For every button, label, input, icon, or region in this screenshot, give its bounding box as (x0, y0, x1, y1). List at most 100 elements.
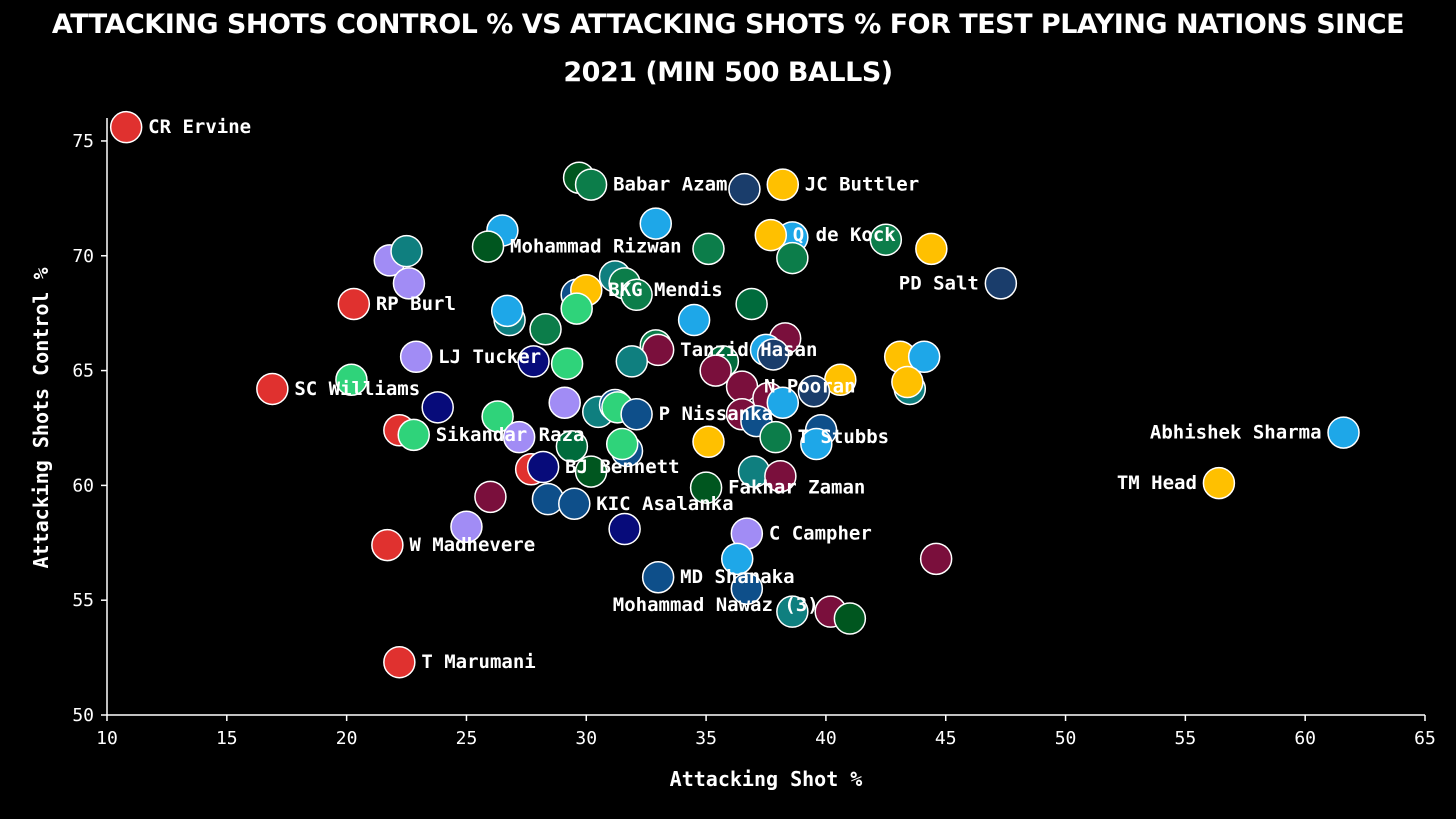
data-point (677, 303, 711, 337)
data-point (919, 542, 953, 576)
point-label: Fakhar Zaman (728, 477, 865, 499)
data-point (608, 512, 641, 546)
point-label: Mohammad Nawaz (3) (613, 594, 819, 616)
data-point (692, 425, 725, 459)
data-point (490, 294, 524, 328)
data-point (735, 287, 768, 321)
data-point (869, 223, 903, 256)
point-label: KIC Asalanka (596, 493, 733, 515)
x-tick-label: 65 (1414, 728, 1436, 749)
x-tick-label: 50 (1055, 728, 1077, 749)
data-point (558, 487, 591, 521)
data-point (620, 397, 653, 431)
point-label: Abhishek Sharma (1150, 422, 1322, 444)
data-point (502, 420, 536, 454)
data-point (517, 345, 550, 378)
point-label: TM Head (1117, 472, 1197, 494)
point-label: CR Ervine (148, 116, 251, 138)
data-point (526, 450, 560, 484)
data-point (692, 232, 725, 266)
data-points (109, 110, 1360, 679)
chart-title-line1: ATTACKING SHOTS CONTROL % VS ATTACKING S… (52, 9, 1404, 40)
data-point (548, 386, 581, 419)
data-point (421, 391, 454, 424)
x-axis-title: Attacking Shot % (670, 767, 863, 791)
point-label: BKG Mendis (608, 279, 722, 301)
data-point (555, 430, 589, 463)
data-point (915, 232, 948, 266)
data-point (335, 363, 368, 397)
point-label: LJ Tucker (438, 346, 541, 368)
y-tick-label: 70 (72, 246, 94, 267)
data-point (337, 287, 371, 321)
point-label: BJ Bennett (565, 456, 679, 478)
data-point (800, 427, 833, 461)
point-label: W Madhevere (409, 534, 535, 556)
y-tick-label: 65 (72, 361, 94, 382)
point-label: MD Shanaka (680, 566, 794, 588)
data-point (891, 365, 924, 399)
data-point (620, 278, 653, 312)
chart-title-line2: 2021 (MIN 500 BALLS) (563, 57, 892, 88)
point-label: SC Williams (294, 378, 420, 400)
data-point (766, 386, 800, 419)
data-point (392, 267, 426, 300)
data-point (529, 312, 562, 346)
data-point (984, 267, 1018, 300)
y-tick-label: 75 (72, 131, 94, 152)
data-point (756, 338, 790, 371)
data-point (776, 241, 809, 275)
x-tick-label: 30 (575, 728, 597, 749)
data-point (754, 218, 788, 252)
data-point (605, 427, 639, 461)
data-point (730, 572, 764, 605)
x-tick-label: 60 (1294, 728, 1316, 749)
data-point (1202, 466, 1236, 500)
y-axis-title: Attacking Shots Control % (29, 267, 53, 568)
data-point (907, 340, 941, 374)
point-label: Mohammad Rizwan (510, 236, 682, 258)
point-label: N Pooran (764, 376, 856, 398)
data-point (699, 354, 732, 387)
axes: 10 15 20 25 30 35 40 45 50 55 60 65 50 55 60 65 70 75 (72, 118, 1436, 749)
data-point (397, 418, 430, 452)
data-point (766, 168, 800, 201)
x-tick-label: 40 (815, 728, 837, 749)
point-label: Sikandar Raza (436, 424, 585, 446)
point-label: Q de Kock (793, 224, 897, 246)
data-point (833, 602, 867, 635)
x-tick-label: 20 (336, 728, 358, 749)
data-point (383, 645, 416, 679)
data-point (471, 230, 505, 263)
point-label: P Nissanka (659, 403, 773, 425)
data-point (371, 528, 404, 562)
data-point (474, 480, 507, 514)
point-label: T Marumani (421, 651, 535, 673)
data-point (764, 459, 797, 493)
point-label: C Campher (769, 523, 872, 545)
x-tick-label: 10 (96, 728, 118, 749)
point-labels: CR Ervine Babar Azam JC Buttler Mohammad Ri… (148, 116, 1321, 673)
data-point (759, 420, 792, 454)
data-point (615, 345, 649, 378)
x-tick-label: 25 (456, 728, 478, 749)
data-point (720, 542, 754, 576)
x-tick-label: 55 (1175, 728, 1197, 749)
data-point (639, 207, 673, 240)
y-tick-label: 60 (72, 475, 94, 496)
x-tick-label: 35 (695, 728, 717, 749)
data-point (641, 560, 675, 594)
data-point (728, 172, 761, 206)
data-point (550, 347, 584, 380)
data-point (1327, 416, 1360, 449)
point-label: Tanzid Hasan (680, 339, 817, 361)
point-label: T Stubbs (798, 426, 890, 448)
data-point (574, 168, 608, 201)
data-point (256, 372, 289, 406)
x-tick-label: 15 (216, 728, 238, 749)
data-point (776, 595, 809, 628)
data-point (560, 292, 593, 325)
point-label: Babar Azam (613, 174, 727, 196)
data-point (797, 374, 831, 408)
data-point (390, 234, 423, 268)
